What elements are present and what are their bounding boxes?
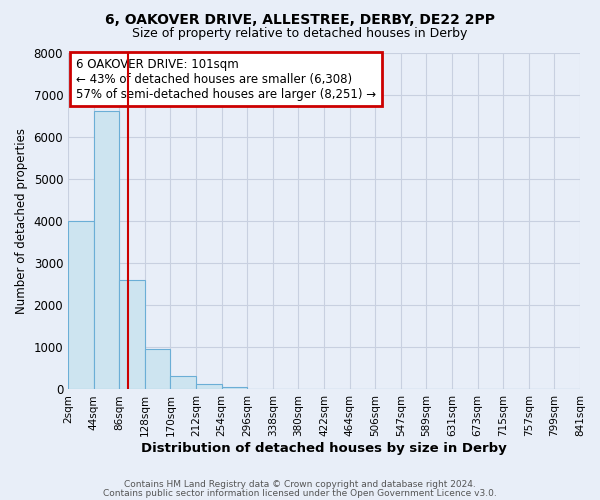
Text: Size of property relative to detached houses in Derby: Size of property relative to detached ho… (133, 28, 467, 40)
Bar (119, 280, 145, 390)
Text: 6 OAKOVER DRIVE: 101sqm
← 43% of detached houses are smaller (6,308)
57% of semi: 6 OAKOVER DRIVE: 101sqm ← 43% of detache… (76, 58, 376, 100)
Bar (221, 387, 247, 390)
Bar (68, 221, 94, 390)
X-axis label: Distribution of detached houses by size in Derby: Distribution of detached houses by size … (141, 442, 507, 455)
Text: Contains HM Land Registry data © Crown copyright and database right 2024.: Contains HM Land Registry data © Crown c… (124, 480, 476, 489)
Text: 6, OAKOVER DRIVE, ALLESTREE, DERBY, DE22 2PP: 6, OAKOVER DRIVE, ALLESTREE, DERBY, DE22… (105, 12, 495, 26)
Y-axis label: Number of detached properties: Number of detached properties (15, 128, 28, 314)
Text: Contains public sector information licensed under the Open Government Licence v3: Contains public sector information licen… (103, 488, 497, 498)
Bar (145, 348, 170, 390)
Bar (94, 112, 119, 390)
Bar (196, 384, 221, 390)
Bar (170, 376, 196, 390)
